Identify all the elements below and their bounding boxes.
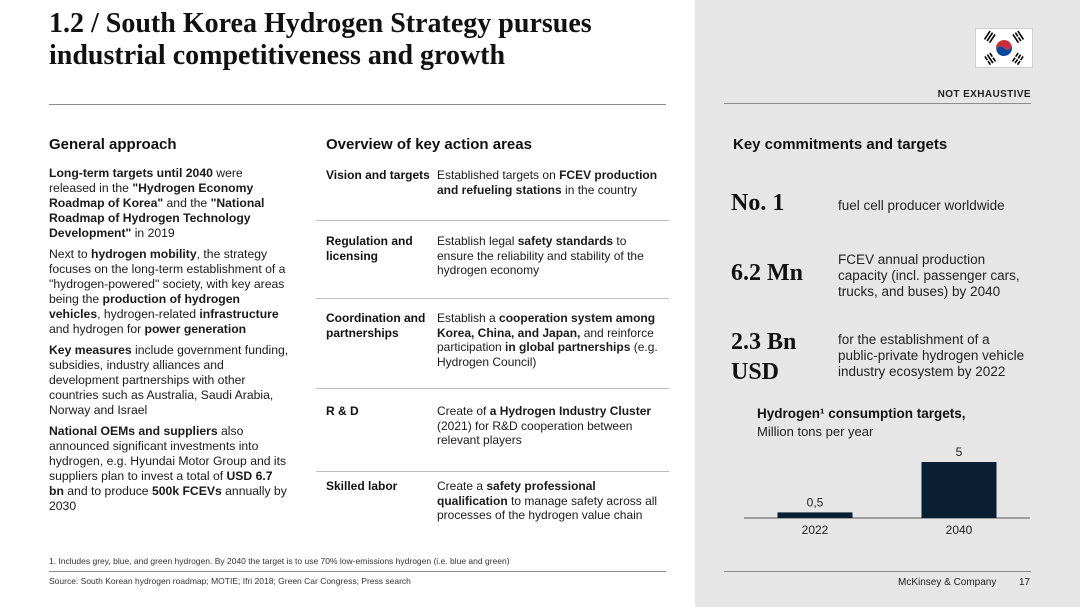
text: , hydrogen-related [97,307,200,321]
footer-divider [49,571,666,572]
action-area-description: Create a safety professional qualificati… [437,479,665,523]
page-title: 1.2 / South Korea Hydrogen Strategy purs… [49,8,592,71]
bold-text: safety standards [517,234,614,248]
bold-text: Key measures [49,343,132,357]
text: and the [163,196,211,210]
action-area-description: Establish a cooperation system among Kor… [437,311,665,369]
chart-subtitle: Million tons per year [757,424,874,439]
bold-text: Long-term targets until 2040 [49,166,213,180]
commitment-value: 2.3 Bn USD [731,329,797,385]
right-panel-background [695,0,1080,607]
general-paragraph: Key measures include government funding,… [49,343,289,418]
commitment-desc: FCEV annual production capacity (incl. p… [838,252,1020,299]
text: also announced significant investments i… [49,424,287,483]
action-area-description: Established targets on FCEV production a… [437,168,665,197]
text: and reinforce participation [437,325,654,355]
title-divider [49,104,666,105]
footer-divider-right [724,571,1031,572]
text: (2021) for R&D cooperation between relev… [437,418,633,448]
bold-text: "National Roadmap of Hydrogen Technology… [49,196,265,240]
bold-text: power generation [144,322,247,336]
bold-text: USD 6.7 bn [49,469,273,498]
chart-bar-2040 [921,462,997,518]
bold-text: production of hydrogen vehicles [49,292,240,321]
bold-text: hydrogen mobility [91,247,197,261]
chart-value-label: 0,5 [807,495,824,509]
general-paragraph: Next to hydrogen mobility, the strategy … [49,247,289,337]
text: in the country [561,182,638,197]
bold-text: in global partnerships [505,340,631,354]
south-korea-flag-graphic [976,29,1032,67]
bold-text: infrastructure [199,307,279,321]
text: Create a [437,479,487,493]
footnote: 1. Includes grey, blue, and green hydrog… [49,556,510,566]
action-row-divider [316,388,669,389]
chart-value-label: 5 [956,445,963,459]
bold-text: FCEV production and refueling stations [437,168,658,197]
action-row-divider [316,298,669,299]
action-area-label: Skilled labor [326,479,398,493]
text: annually by 2030 [49,484,287,513]
text: Establish a [437,311,500,325]
chart-bar-2022 [777,512,853,518]
action-area-label: Coordination and partnerships [326,311,426,340]
action-area-label: Regulation and licensing [326,234,413,263]
chart-category-label: 2022 [802,523,829,537]
text: (e.g. Hydrogen Council) [437,340,658,369]
text: Established targets on [437,168,560,182]
action-area-label: Vision and targets [326,168,430,182]
text: and hydrogen for [49,322,145,336]
text: to manage safety across all processes of… [437,493,658,523]
page-number: 17 [1019,577,1031,588]
hydrogen-consumption-chart: 0,5 2022 5 2040 [744,445,1030,537]
text: and to produce [63,484,152,498]
bold-text: National OEMs and suppliers [49,424,218,438]
action-area-label: R & D [326,404,359,418]
text: Create of [437,404,490,418]
text: , the strategy focuses on the long-term … [49,247,286,306]
bold-text: cooperation system among Korea, China, a… [437,311,656,340]
text: include government funding, subsidies, i… [49,343,289,417]
action-area-description: Create of a Hydrogen Industry Cluster (2… [437,404,665,448]
action-row-divider [316,471,669,472]
commitment-value: No. 1 [731,190,785,216]
general-approach-text: Long-term targets until 2040 were releas… [49,166,289,520]
commitment-value: 6.2 Mn [731,260,803,286]
commitment-desc: for the establishment of a public-privat… [838,332,1025,379]
action-row-divider [316,220,669,221]
bold-text: safety professional qualification [437,479,596,508]
general-paragraph: National OEMs and suppliers also announc… [49,424,289,514]
text: in 2019 [131,226,175,240]
source-note: Source: South Korean hydrogen roadmap; M… [49,576,411,586]
text: Next to [49,247,91,261]
chart-title: Hydrogen¹ consumption targets, [757,406,966,421]
commitments-heading: Key commitments and targets [733,136,948,153]
south-korea-flag-icon [975,28,1033,68]
general-approach-heading: General approach [49,136,177,153]
bold-text: 500k FCEVs [151,484,222,498]
bold-text: a Hydrogen Industry Cluster [489,404,652,418]
general-paragraph: Long-term targets until 2040 were releas… [49,166,289,241]
text: Establish legal [437,234,518,248]
text: to ensure the reliability and stability … [437,234,644,277]
commitment-desc: fuel cell producer worldwide [838,198,1005,213]
text: were released in the [49,166,243,195]
right-panel-divider [724,103,1031,104]
company-name: McKinsey & Company [898,577,997,588]
overview-heading: Overview of key action areas [326,136,532,153]
bold-text: "Hydrogen Economy Roadmap of Korea" [49,181,254,210]
action-area-description: Establish legal safety standards to ensu… [437,234,665,278]
not-exhaustive-label: NOT EXHAUSTIVE [937,89,1031,100]
chart-category-label: 2040 [946,523,973,537]
